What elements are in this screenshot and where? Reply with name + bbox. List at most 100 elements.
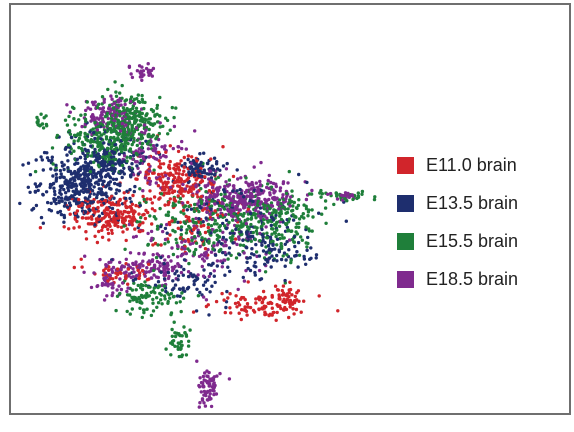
scatter-point-series-2 [225,203,229,207]
scatter-point-series-1 [210,284,214,288]
scatter-point-series-2 [135,220,139,224]
scatter-point-series-1 [260,227,264,232]
scatter-point-series-1 [162,277,167,281]
scatter-point-series-0 [182,179,187,184]
scatter-point-series-0 [140,268,145,273]
scatter-point-series-2 [166,240,170,244]
scatter-point-series-2 [162,284,167,288]
scatter-point-series-2 [195,207,199,211]
scatter-point-series-2 [123,132,127,136]
scatter-point-series-2 [166,301,170,305]
scatter-point-series-2 [98,140,102,145]
scatter-point-series-1 [88,208,92,213]
scatter-point-series-0 [91,208,95,212]
scatter-point-series-1 [292,235,297,239]
scatter-point-series-1 [18,201,22,206]
scatter-point-series-2 [210,199,214,203]
scatter-point-series-1 [44,190,49,194]
scatter-point-series-0 [277,294,282,299]
scatter-point-series-0 [153,241,158,246]
scatter-point-series-2 [275,228,279,232]
scatter-point-series-3 [237,237,241,241]
scatter-point-series-2 [197,209,201,214]
scatter-point-series-3 [250,180,254,185]
scatter-point-series-0 [181,172,185,177]
scatter-point-series-2 [217,235,222,239]
scatter-point-series-1 [254,242,258,247]
scatter-point-series-3 [126,286,130,290]
scatter-point-series-1 [242,195,246,199]
scatter-point-series-2 [304,225,308,229]
scatter-point-series-2 [135,299,139,304]
scatter-point-series-0 [131,212,136,216]
scatter-point-series-1 [110,206,115,211]
scatter-point-series-3 [158,155,163,159]
scatter-point-series-3 [218,371,222,376]
scatter-point-series-2 [202,242,206,247]
scatter-point-series-0 [168,233,172,237]
scatter-point-series-3 [207,177,211,181]
scatter-point-series-2 [166,132,170,136]
scatter-point-series-2 [114,308,118,313]
scatter-point-series-3 [127,64,132,69]
scatter-point-series-0 [178,236,183,240]
scatter-point-series-1 [68,150,72,154]
scatter-point-series-2 [143,280,147,284]
scatter-point-series-3 [205,206,209,210]
scatter-point-series-2 [222,207,227,211]
scatter-point-series-0 [150,201,154,205]
scatter-point-series-1 [112,169,117,173]
scatter-point-series-1 [176,274,181,278]
scatter-point-series-1 [33,189,37,194]
scatter-point-series-0 [290,293,294,297]
scatter-point-series-0 [108,196,112,201]
scatter-point-series-2 [178,300,182,304]
scatter-point-series-1 [179,228,183,232]
scatter-point-series-2 [123,141,127,146]
scatter-point-series-1 [107,174,111,178]
scatter-point-series-3 [183,247,187,251]
scatter-point-series-1 [77,192,82,196]
scatter-point-series-2 [130,116,134,121]
scatter-point-series-1 [62,220,66,224]
scatter-point-series-3 [110,293,114,298]
scatter-point-series-3 [167,274,171,279]
scatter-point-series-2 [284,211,288,215]
scatter-point-series-3 [144,270,149,274]
scatter-point-series-2 [284,222,288,227]
scatter-point-series-1 [127,167,132,171]
scatter-point-series-1 [183,161,187,166]
scatter-point-series-2 [220,204,225,209]
scatter-point-series-2 [143,100,147,105]
scatter-point-series-1 [261,249,266,253]
scatter-point-series-1 [59,172,63,176]
scatter-point-series-0 [157,165,161,169]
scatter-point-series-1 [138,203,142,208]
scatter-point-series-3 [130,75,135,80]
scatter-point-series-1 [202,268,206,272]
scatter-point-series-3 [244,202,248,206]
scatter-point-series-0 [233,237,238,241]
scatter-point-series-3 [183,187,188,191]
scatter-point-series-1 [275,237,280,241]
scatter-point-series-0 [261,297,266,301]
scatter-point-series-3 [200,257,205,261]
scatter-point-series-1 [199,206,203,210]
scatter-point-series-1 [99,161,103,166]
scatter-point-series-2 [120,150,124,154]
scatter-point-series-3 [201,274,206,278]
scatter-point-series-3 [138,75,143,79]
scatter-point-series-2 [252,212,257,216]
scatter-point-series-3 [212,381,216,385]
scatter-point-series-2 [356,191,360,195]
scatter-point-series-0 [131,215,136,219]
scatter-point-series-2 [141,117,145,122]
scatter-point-series-0 [73,217,78,221]
scatter-point-series-1 [85,190,89,194]
scatter-point-series-0 [203,247,208,251]
scatter-point-series-1 [47,208,51,212]
scatter-point-series-2 [134,151,138,156]
scatter-point-series-1 [80,180,84,185]
scatter-point-series-3 [201,384,205,388]
scatter-point-series-3 [100,117,105,121]
